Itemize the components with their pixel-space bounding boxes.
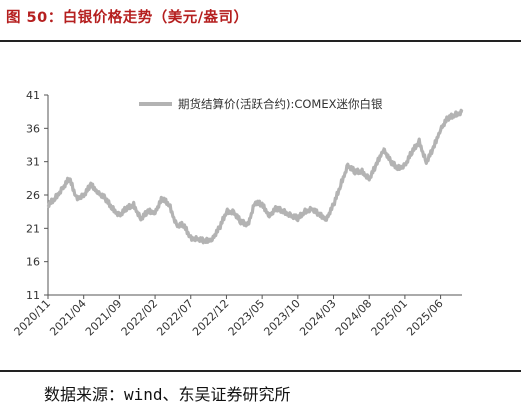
data-point-40 bbox=[332, 204, 335, 206]
data-point-25 bbox=[225, 210, 228, 213]
data-point-8 bbox=[104, 197, 107, 200]
data-point-21 bbox=[196, 237, 199, 240]
data-point-1 bbox=[54, 197, 57, 200]
data-point-31 bbox=[268, 214, 271, 216]
data-point-20 bbox=[189, 237, 192, 240]
data-point-10 bbox=[118, 214, 121, 216]
figure-title: 图 50：白银价格走势（美元/盎司） bbox=[6, 10, 249, 26]
y-tick-label: 31 bbox=[26, 156, 40, 169]
data-point-24 bbox=[218, 227, 221, 230]
data-point-15 bbox=[154, 210, 157, 213]
data-point-0 bbox=[47, 204, 49, 206]
data-point-23 bbox=[211, 237, 214, 240]
data-point-7 bbox=[97, 190, 99, 193]
y-tick-label: 36 bbox=[26, 122, 40, 135]
data-point-30 bbox=[261, 204, 264, 206]
data-point-54 bbox=[432, 147, 435, 150]
data-point-11 bbox=[125, 207, 128, 210]
data-point-26 bbox=[232, 210, 235, 213]
data-point-14 bbox=[146, 210, 149, 213]
data-point-52 bbox=[418, 140, 421, 143]
data-point-34 bbox=[289, 214, 292, 216]
data-point-58 bbox=[461, 110, 463, 113]
data-point-56 bbox=[446, 117, 449, 120]
data-point-49 bbox=[396, 167, 399, 170]
data-point-55 bbox=[439, 127, 442, 130]
data-point-27 bbox=[239, 220, 242, 223]
series-layer bbox=[46, 108, 464, 245]
y-tick-label: 41 bbox=[26, 89, 40, 102]
x-tick-label: 2021/09 bbox=[83, 297, 125, 339]
data-point-51 bbox=[411, 150, 413, 153]
x-tick-label: 2021/04 bbox=[47, 297, 89, 339]
series-line-0 bbox=[46, 108, 464, 245]
x-tick-label: 2025/01 bbox=[369, 297, 411, 339]
data-point-12 bbox=[132, 204, 135, 206]
top-rule bbox=[0, 40, 521, 42]
bottom-rule bbox=[0, 370, 521, 372]
x-tick-label: 2025/06 bbox=[404, 297, 446, 339]
data-point-35 bbox=[296, 217, 299, 220]
data-point-42 bbox=[346, 164, 349, 166]
x-tick-label: 2020/11 bbox=[12, 297, 54, 339]
data-point-48 bbox=[389, 160, 392, 163]
data-point-13 bbox=[139, 217, 142, 220]
y-tick-label: 21 bbox=[26, 222, 40, 235]
chart-legend: 期货结算价(活跃合约):COMEX迷你白银 bbox=[139, 97, 383, 111]
data-point-37 bbox=[311, 207, 314, 210]
x-tick-label: 2022/07 bbox=[154, 297, 196, 339]
data-point-38 bbox=[318, 214, 321, 216]
x-tick-label: 2022/02 bbox=[119, 297, 161, 339]
source-note: 数据来源：wind、东吴证券研究所 bbox=[44, 385, 291, 404]
data-point-22 bbox=[204, 240, 206, 243]
x-tick-label: 2022/12 bbox=[190, 297, 232, 339]
data-point-18 bbox=[175, 224, 178, 226]
data-point-39 bbox=[325, 217, 328, 220]
data-point-28 bbox=[246, 224, 249, 226]
data-point-43 bbox=[353, 170, 356, 173]
data-point-53 bbox=[425, 160, 428, 163]
data-point-57 bbox=[453, 114, 456, 116]
data-point-9 bbox=[111, 207, 114, 210]
data-point-3 bbox=[68, 177, 71, 180]
legend-label: 期货结算价(活跃合约):COMEX迷你白银 bbox=[178, 97, 383, 111]
data-point-17 bbox=[168, 204, 171, 206]
data-point-32 bbox=[275, 207, 278, 210]
data-point-19 bbox=[182, 224, 185, 226]
y-tick-label: 11 bbox=[26, 289, 40, 302]
data-point-47 bbox=[382, 147, 385, 150]
x-tick-label: 2024/08 bbox=[333, 297, 375, 339]
data-point-29 bbox=[254, 200, 256, 203]
y-tick-label: 26 bbox=[26, 189, 40, 202]
data-point-50 bbox=[403, 164, 406, 166]
data-point-45 bbox=[368, 177, 371, 180]
data-point-46 bbox=[375, 164, 378, 166]
data-point-41 bbox=[339, 184, 342, 186]
x-tick-label: 2023/05 bbox=[226, 297, 268, 339]
x-tick-label: 2024/03 bbox=[297, 297, 339, 339]
data-point-6 bbox=[89, 184, 92, 186]
data-point-2 bbox=[61, 187, 64, 190]
data-point-16 bbox=[161, 197, 164, 200]
data-point-36 bbox=[304, 210, 306, 213]
data-point-4 bbox=[75, 197, 78, 200]
data-point-33 bbox=[282, 210, 285, 213]
y-tick-label: 16 bbox=[26, 256, 40, 269]
data-point-5 bbox=[82, 194, 85, 196]
x-tick-label: 2023/10 bbox=[261, 297, 303, 339]
data-point-44 bbox=[361, 170, 364, 173]
